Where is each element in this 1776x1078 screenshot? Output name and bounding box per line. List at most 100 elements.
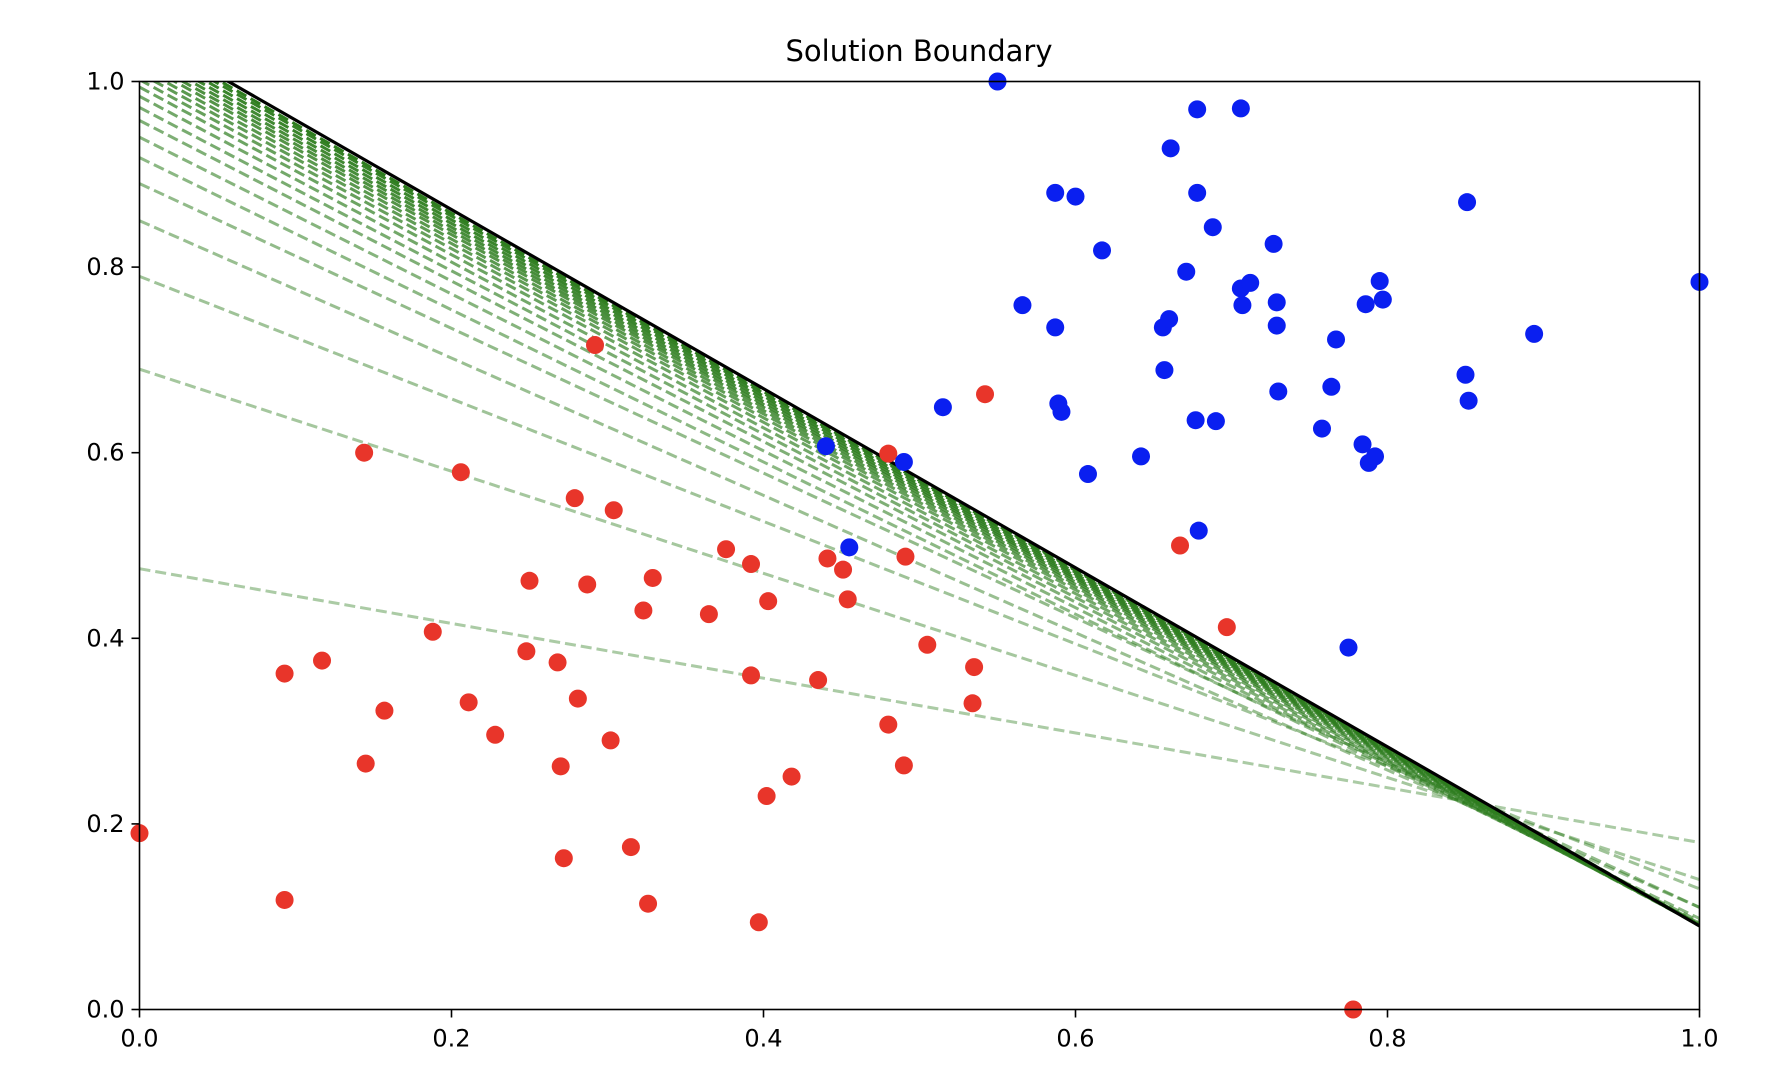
blue-point	[1233, 296, 1252, 315]
y-tick-label: 0.6	[86, 439, 124, 467]
y-axis: 0.0 0.2 0.4 0.6 0.8 1.0	[86, 68, 140, 1024]
red-point	[818, 549, 837, 568]
final-boundary-group	[224, 81, 1699, 928]
red-point	[355, 443, 374, 462]
red-point	[742, 666, 761, 685]
points-group	[130, 72, 1709, 1019]
iteration-line	[160, 81, 1699, 927]
iteration-line	[139, 219, 1699, 909]
y-tick-label: 0.8	[86, 253, 124, 281]
x-tick-label: 0.0	[120, 1025, 158, 1053]
red-point	[717, 540, 736, 559]
blue-point	[1013, 296, 1032, 315]
y-tick-label: 0.0	[86, 996, 124, 1024]
red-point	[639, 894, 658, 913]
x-tick-label: 0.4	[744, 1025, 782, 1053]
red-point	[356, 754, 375, 773]
red-point	[918, 635, 937, 654]
red-point	[742, 555, 761, 574]
blue-point	[1231, 99, 1250, 118]
iteration-line	[139, 156, 1699, 920]
red-point	[313, 651, 332, 670]
red-point	[551, 757, 570, 776]
blue-point	[933, 398, 952, 417]
blue-point	[1188, 100, 1207, 119]
blue-point	[1267, 316, 1286, 335]
red-point	[699, 605, 718, 624]
red-point	[375, 701, 394, 720]
blue-point	[1267, 293, 1286, 312]
red-point	[578, 575, 597, 594]
blue-point	[1269, 382, 1288, 401]
blue-point	[1525, 324, 1544, 343]
blue-point	[1177, 262, 1196, 281]
red-point	[517, 642, 536, 661]
y-tick-label: 0.4	[86, 624, 124, 652]
blue-point	[1186, 411, 1205, 430]
blue-point	[1370, 272, 1389, 291]
blue-point	[1241, 273, 1260, 292]
blue-point	[1066, 187, 1085, 206]
red-point	[275, 890, 294, 909]
red-point	[782, 767, 801, 786]
red-point	[586, 336, 605, 355]
blue-point	[1327, 330, 1346, 349]
blue-point	[1046, 318, 1065, 337]
blue-point	[1093, 241, 1112, 260]
red-point	[1171, 536, 1190, 555]
blue-point	[1312, 419, 1331, 438]
red-point	[838, 590, 857, 609]
iteration-line	[178, 81, 1699, 927]
final-boundary-line	[224, 81, 1699, 928]
blue-point	[1353, 435, 1372, 454]
red-point	[554, 849, 573, 868]
blue-point	[1189, 521, 1208, 540]
red-point	[634, 601, 653, 620]
red-point	[643, 568, 662, 587]
blue-point	[840, 538, 859, 557]
x-axis: 0.0 0.2 0.4 0.6 0.8 1.0	[120, 1009, 1719, 1053]
red-point	[965, 658, 984, 677]
red-point	[601, 731, 620, 750]
x-tick-label: 1.0	[1680, 1025, 1718, 1053]
iteration-line	[139, 119, 1699, 925]
iteration-line	[139, 135, 1699, 923]
blue-point	[1160, 310, 1179, 329]
blue-point	[1458, 193, 1477, 212]
red-point	[568, 689, 587, 708]
blue-point	[1203, 218, 1222, 237]
red-point	[757, 787, 776, 806]
red-point	[486, 725, 505, 744]
blue-point	[1206, 412, 1225, 431]
blue-point	[1459, 391, 1478, 410]
red-point	[423, 622, 442, 641]
blue-point	[1456, 365, 1475, 384]
blue-point	[1161, 139, 1180, 158]
blue-point	[894, 452, 913, 471]
x-tick-label: 0.2	[432, 1025, 470, 1053]
iteration-line	[139, 367, 1699, 881]
iteration-line	[139, 567, 1699, 844]
blue-point	[1132, 447, 1151, 466]
iteration-line	[150, 81, 1699, 927]
red-point	[749, 913, 768, 932]
red-point	[809, 671, 828, 690]
red-point	[451, 463, 470, 482]
plot-frame	[138, 80, 1701, 1011]
chart-title: Solution Boundary	[785, 34, 1052, 68]
red-point	[1217, 618, 1236, 637]
red-point	[963, 694, 982, 713]
x-tick-label: 0.6	[1056, 1025, 1094, 1053]
red-point	[604, 501, 623, 520]
red-point	[275, 664, 294, 683]
y-tick-label: 0.2	[86, 810, 124, 838]
red-point	[459, 693, 478, 712]
red-point	[834, 560, 853, 579]
blue-point	[1366, 447, 1385, 466]
red-point	[894, 756, 913, 775]
x-tick-label: 0.8	[1368, 1025, 1406, 1053]
blue-point	[1356, 295, 1375, 314]
red-point	[520, 571, 539, 590]
blue-point	[1046, 183, 1065, 202]
